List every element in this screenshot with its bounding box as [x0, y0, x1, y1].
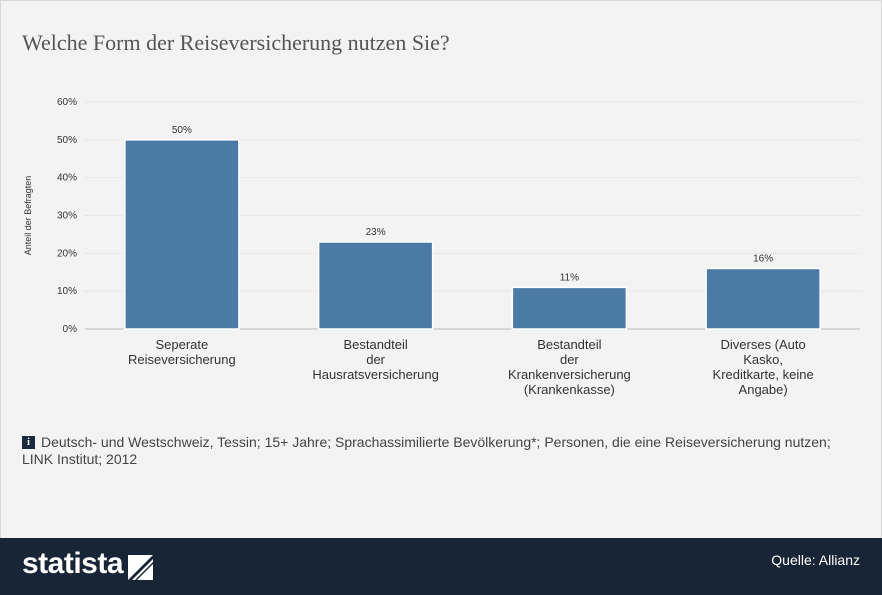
footnote: i Deutsch- und Westschweiz, Tessin; 15+ J…: [22, 434, 862, 468]
x-category-label: Krankenversicherung: [508, 367, 631, 382]
y-tick-label: 50%: [57, 135, 77, 146]
x-category-label: der: [366, 352, 385, 367]
bar: [511, 286, 628, 330]
y-axis-label: Anteil der Befragten: [23, 176, 33, 256]
bar: [124, 139, 240, 330]
bar-chart: 0% 10% 20% 30% 40% 50% 60% Anteil der Befragten…: [23, 97, 860, 397]
x-category-label: Kreditkarte, keine: [713, 367, 814, 382]
info-icon[interactable]: i: [22, 436, 35, 449]
y-tick-label: 30%: [57, 211, 77, 222]
bar: [705, 267, 821, 330]
x-category-label: Reiseversicherung: [128, 352, 236, 367]
footnote-text: Deutsch- und Westschweiz, Tessin; 15+ Ja…: [22, 434, 831, 467]
y-tick-label: 10%: [57, 286, 77, 297]
data-label: 50%: [172, 125, 192, 136]
x-category-label: (Krankenkasse): [524, 382, 615, 397]
bar: [317, 241, 434, 330]
statista-logo-icon: [128, 555, 153, 580]
x-category-label: Hausratsversicherung: [312, 367, 438, 382]
x-category-label: der: [560, 352, 579, 367]
data-label: 11%: [560, 272, 579, 283]
statista-logo[interactable]: statista: [22, 547, 124, 580]
y-tick-label: 60%: [57, 97, 77, 108]
source-text: Quelle: Allianz: [771, 552, 860, 568]
footer-bar: statista Quelle: Allianz: [0, 538, 882, 595]
x-category-label: Kasko,: [743, 352, 783, 367]
chart-title: Welche Form der Reiseversicherung nutzen…: [22, 30, 450, 55]
x-category-label: Angabe): [739, 382, 788, 397]
x-category-label: Diverses (Auto: [721, 337, 806, 352]
y-tick-label: 20%: [57, 248, 77, 259]
x-category-label: Bestandteil: [537, 337, 601, 352]
y-tick-label: 40%: [57, 173, 77, 184]
data-label: 16%: [753, 253, 773, 264]
x-category-label: Seperate: [155, 337, 208, 352]
x-category-label: Bestandteil: [343, 337, 407, 352]
data-label: 23%: [366, 227, 386, 238]
y-tick-label: 0%: [63, 324, 78, 335]
